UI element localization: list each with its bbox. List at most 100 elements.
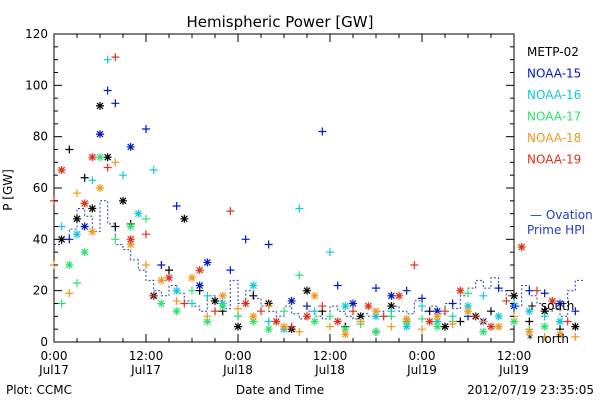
point-south <box>318 127 327 136</box>
point-south <box>111 53 120 62</box>
point-north <box>433 307 442 316</box>
point-north <box>310 317 319 326</box>
data-points <box>50 53 580 341</box>
point-north <box>372 307 380 316</box>
ovation-step-line <box>54 200 583 320</box>
point-south <box>326 312 334 321</box>
point-north <box>126 142 135 151</box>
point-south <box>494 284 503 293</box>
x-tick-time-label: 12:00 <box>497 349 532 363</box>
point-north <box>510 317 518 326</box>
point-north <box>65 261 74 269</box>
point-south <box>479 317 488 326</box>
point-north <box>556 317 564 326</box>
point-south <box>456 317 465 326</box>
point-north <box>425 317 434 326</box>
point-south <box>226 207 235 216</box>
x-tick-date-label: Jul19 <box>498 363 529 377</box>
point-north <box>126 235 135 244</box>
footer-left: Plot: CCMC <box>6 383 72 397</box>
point-north <box>188 273 196 282</box>
legend-entry-noaa-15: NOAA-15 <box>527 67 581 81</box>
point-south <box>111 99 120 108</box>
point-north <box>272 317 281 326</box>
point-south <box>540 312 549 321</box>
point-north <box>540 307 549 316</box>
point-north <box>203 317 212 326</box>
x-axis-label: Date and Time <box>236 383 324 397</box>
point-south <box>425 307 434 316</box>
series-metp-02 <box>57 101 580 336</box>
point-south <box>157 261 166 269</box>
point-north <box>203 258 212 267</box>
point-south <box>540 289 549 298</box>
point-north <box>349 299 357 308</box>
x-tick-time-label: 0:00 <box>409 349 436 363</box>
series-noaa-19 <box>50 53 572 331</box>
point-north <box>548 296 557 305</box>
y-tick-label: 40 <box>33 232 48 246</box>
point-south <box>418 325 426 334</box>
legend-ovation-line2: Prime HPI <box>527 223 585 237</box>
point-south <box>111 222 120 231</box>
point-south <box>80 173 89 182</box>
point-north <box>356 312 365 321</box>
x-tick-time-label: 0:00 <box>41 349 68 363</box>
point-north <box>402 314 411 323</box>
y-tick-label: 100 <box>25 78 48 92</box>
point-south <box>257 307 265 316</box>
point-south <box>571 307 580 316</box>
point-south <box>525 286 534 295</box>
point-north <box>157 299 166 308</box>
point-south <box>142 214 150 223</box>
point-north <box>494 312 503 321</box>
point-north <box>372 327 380 336</box>
point-north <box>433 317 442 326</box>
point-south <box>471 312 480 321</box>
point-south <box>142 261 150 269</box>
point-north <box>80 248 89 257</box>
point-south <box>142 230 150 239</box>
point-north <box>441 322 449 331</box>
point-south <box>326 248 334 257</box>
point-north <box>249 317 258 326</box>
point-south <box>563 317 572 326</box>
point-north <box>433 312 442 321</box>
point-north <box>180 214 189 223</box>
point-south <box>111 158 120 167</box>
point-north <box>540 322 549 331</box>
point-south <box>571 332 580 341</box>
point-north <box>341 330 350 339</box>
point-south <box>188 286 196 295</box>
point-south <box>172 201 181 210</box>
point-south <box>103 163 112 172</box>
point-north <box>218 291 227 300</box>
legend-entry-noaa-16: NOAA-16 <box>527 88 581 102</box>
point-south <box>326 322 334 331</box>
point-south <box>287 322 296 331</box>
point-north <box>525 327 534 336</box>
point-south <box>525 317 534 326</box>
point-south <box>57 222 66 231</box>
point-north <box>80 199 89 208</box>
point-south <box>333 281 342 290</box>
point-north <box>510 291 518 300</box>
point-north <box>73 214 81 223</box>
x-tick-time-label: 0:00 <box>225 349 252 363</box>
point-south <box>65 289 74 298</box>
ovation-hpi-line <box>54 200 583 320</box>
legend-entry-metp-02: METP-02 <box>527 45 579 59</box>
legend-north: * north <box>527 332 569 346</box>
point-north <box>241 299 250 308</box>
point-south <box>303 302 311 311</box>
point-north <box>249 281 258 290</box>
point-north <box>218 302 227 311</box>
y-tick-label: 20 <box>33 284 48 298</box>
point-north <box>494 322 503 331</box>
point-north <box>195 266 204 275</box>
legend-south: + south <box>527 299 574 313</box>
point-south <box>464 289 472 298</box>
y-tick-label: 80 <box>33 130 48 144</box>
point-south <box>103 55 112 64</box>
